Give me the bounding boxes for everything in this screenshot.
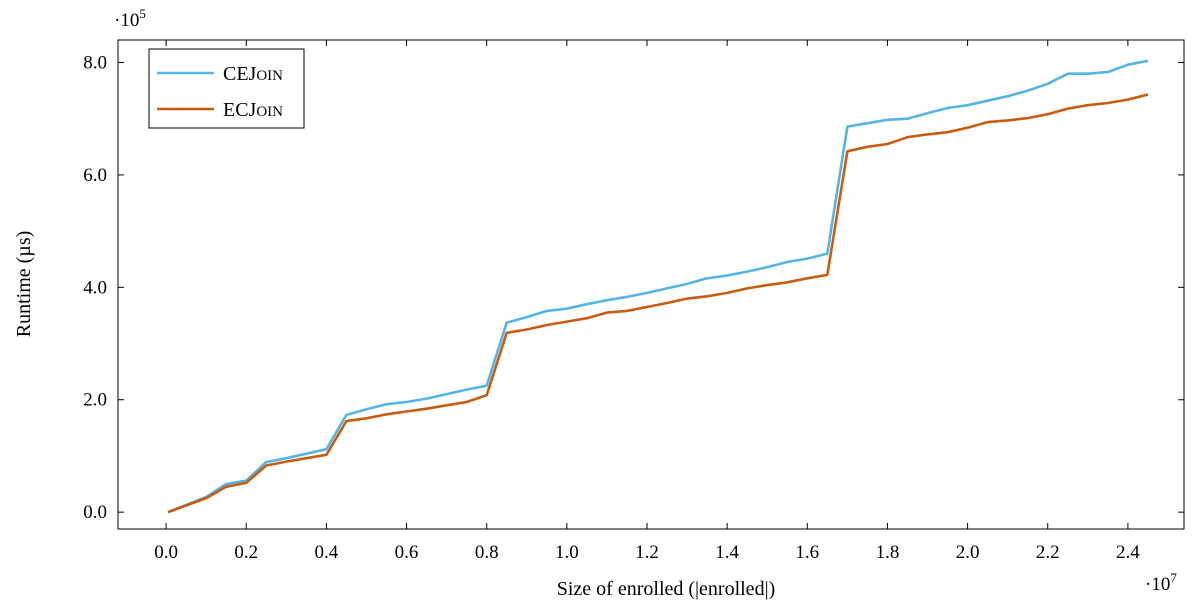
x-tick-label: 0.6 (395, 542, 419, 563)
y-multiplier-label: ·105 (114, 6, 146, 31)
x-tick-label: 0.4 (315, 542, 339, 563)
x-tick-label: 0.0 (154, 542, 178, 563)
y-tick-label: 6.0 (83, 165, 107, 186)
x-tick-label: 1.4 (715, 542, 739, 563)
x-tick-label: 1.0 (555, 542, 579, 563)
legend-label: CEJOIN (223, 63, 283, 85)
x-multiplier-label: ·107 (1145, 570, 1177, 595)
x-tick-label: 1.8 (876, 542, 900, 563)
x-tick-label: 2.4 (1116, 542, 1140, 563)
y-tick-label: 0.0 (83, 502, 107, 523)
plot-frame (117, 39, 1185, 530)
legend-label: ECJOIN (223, 99, 283, 121)
x-tick-label: 2.2 (1036, 542, 1060, 563)
x-tick-label: 1.2 (635, 542, 659, 563)
x-tick-label: 2.0 (956, 542, 980, 563)
series-line-ecjoin (167, 93, 1149, 514)
x-tick-label: 1.6 (795, 542, 819, 563)
y-tick-label: 4.0 (83, 277, 107, 298)
series-line-cejoin (167, 59, 1149, 514)
y-tick-label: 8.0 (83, 52, 107, 73)
legend-box (148, 48, 305, 129)
x-tick-label: 0.8 (475, 542, 499, 563)
x-axis-title: Size of enrolled (|enrolled|) (557, 578, 775, 600)
y-axis-title: Runtime (µs) (13, 231, 35, 338)
y-tick-label: 2.0 (83, 390, 107, 411)
x-tick-label: 0.2 (234, 542, 258, 563)
